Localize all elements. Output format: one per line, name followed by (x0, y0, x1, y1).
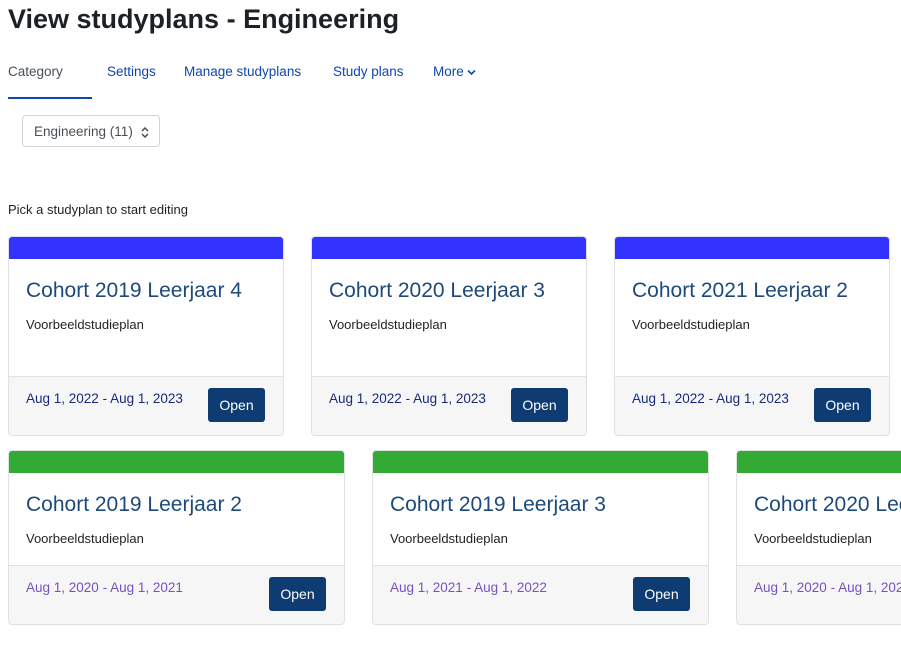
card-title[interactable]: Cohort 2020 Leerjaar 3 (329, 279, 545, 302)
nav-tab[interactable]: More (433, 64, 476, 79)
card-dates: Aug 1, 2021 - Aug 1, 2022 (390, 580, 547, 595)
card-color-bar (9, 451, 344, 473)
card-dates: Aug 1, 2020 - Aug 1, 2021 (754, 580, 901, 595)
select-label: Engineering (11) (34, 124, 133, 139)
card-footer: Aug 1, 2020 - Aug 1, 2021 Open (9, 565, 344, 624)
category-select[interactable]: Engineering (11) (22, 115, 160, 147)
open-button[interactable]: Open (511, 388, 568, 422)
card-dates: Aug 1, 2022 - Aug 1, 2023 (632, 391, 789, 406)
active-tab-indicator (8, 97, 92, 99)
studyplan-card: Cohort 2019 Leerjaar 3 Voorbeeldstudiepla… (372, 450, 709, 625)
card-description: Voorbeeldstudieplan (754, 531, 872, 546)
card-description: Voorbeeldstudieplan (26, 531, 144, 546)
studyplan-card: Cohort 2019 Leerjaar 2 Voorbeeldstudiepla… (8, 450, 345, 625)
tab-label: Category (8, 64, 63, 79)
tab-label: Study plans (333, 64, 404, 79)
card-color-bar (312, 237, 586, 259)
card-footer: Aug 1, 2022 - Aug 1, 2023 Open (615, 376, 889, 435)
card-footer: Aug 1, 2021 - Aug 1, 2022 Open (373, 565, 708, 624)
card-title[interactable]: Cohort 2019 Leerjaar 4 (26, 279, 242, 302)
card-dates: Aug 1, 2022 - Aug 1, 2023 (329, 391, 486, 406)
card-title[interactable]: Cohort 2020 Leerjaar 1 (754, 493, 901, 516)
dropdown-caret (467, 69, 476, 76)
card-color-bar (9, 237, 283, 259)
card-description: Voorbeeldstudieplan (632, 317, 750, 332)
card-footer: Aug 1, 2022 - Aug 1, 2023 Open (312, 376, 586, 435)
card-title[interactable]: Cohort 2021 Leerjaar 2 (632, 279, 848, 302)
card-description: Voorbeeldstudieplan (329, 317, 447, 332)
card-footer: Aug 1, 2022 - Aug 1, 2023 Open (9, 376, 283, 435)
card-title[interactable]: Cohort 2019 Leerjaar 3 (390, 493, 606, 516)
studyplan-card: Cohort 2020 Leerjaar 3 Voorbeeldstudiepla… (311, 236, 587, 436)
card-dates: Aug 1, 2022 - Aug 1, 2023 (26, 391, 183, 406)
card-color-bar (615, 237, 889, 259)
tab-label: Manage studyplans (184, 64, 302, 79)
card-color-bar (373, 451, 708, 473)
nav-tab[interactable]: Settings (107, 64, 156, 79)
select-arrows (141, 127, 149, 138)
card-color-bar (737, 451, 901, 473)
card-dates: Aug 1, 2020 - Aug 1, 2021 (26, 580, 183, 595)
studyplan-card: Cohort 2021 Leerjaar 2 Voorbeeldstudiepla… (614, 236, 890, 436)
card-description: Voorbeeldstudieplan (26, 317, 144, 332)
prompt: Pick a studyplan to start editing (8, 202, 188, 217)
tab-label: More (433, 64, 464, 79)
nav-tab[interactable]: Study plans (333, 64, 404, 79)
studyplan-card: Cohort 2020 Leerjaar 1 Voorbeeldstudiepla… (736, 450, 901, 625)
page-title: View studyplans - Engineering (8, 4, 400, 34)
open-button[interactable]: Open (208, 388, 265, 422)
open-button[interactable]: Open (814, 388, 871, 422)
nav-tab[interactable]: Manage studyplans (184, 64, 301, 79)
open-button[interactable]: Open (269, 577, 326, 611)
card-title[interactable]: Cohort 2019 Leerjaar 2 (26, 493, 242, 516)
tab-label: Settings (107, 64, 156, 79)
open-button[interactable]: Open (633, 577, 690, 611)
studyplan-card: Cohort 2019 Leerjaar 4 Voorbeeldstudiepla… (8, 236, 284, 436)
card-description: Voorbeeldstudieplan (390, 531, 508, 546)
nav-tab[interactable]: Category (8, 64, 63, 79)
